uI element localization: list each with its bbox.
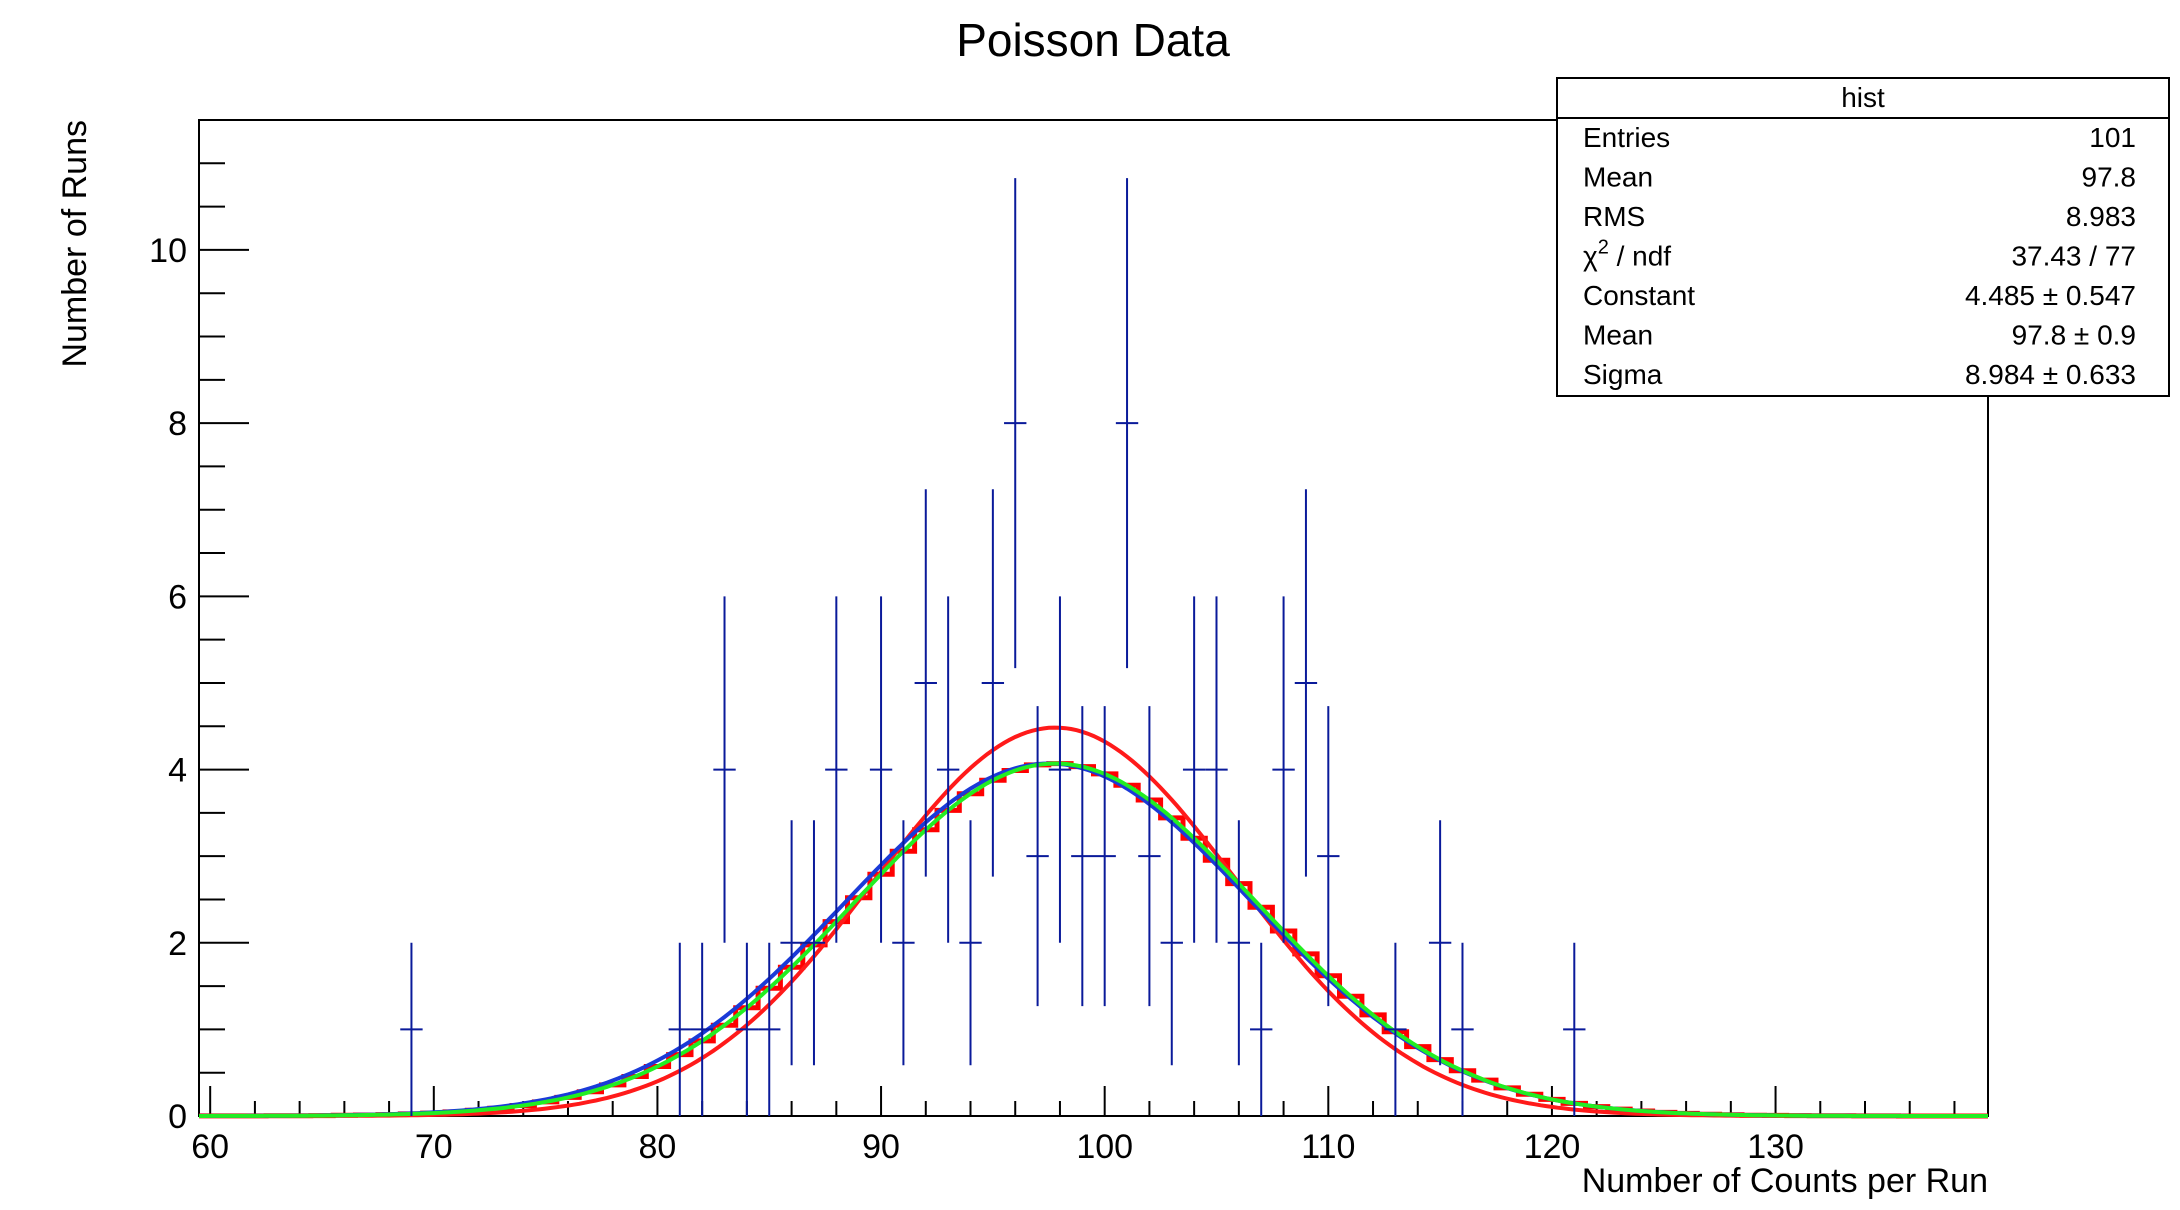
stats-box-frame <box>1556 77 2170 397</box>
x-tick-label: 60 <box>191 1128 229 1166</box>
stats-value: 8.983 <box>2066 201 2136 232</box>
stats-value: 37.43 / 77 <box>2011 241 2136 272</box>
x-tick-label: 110 <box>1301 1128 1355 1166</box>
y-tick-label: 8 <box>168 405 187 443</box>
fit-curve-red <box>199 725 1988 1118</box>
x-tick-label: 120 <box>1524 1128 1581 1166</box>
stats-label: Sigma <box>1583 359 1663 390</box>
data-point <box>936 596 960 943</box>
data-point <box>713 596 736 943</box>
stats-box: hist Entries 101 Mean 97.8 RMS 8.983 χ2 / ndf 3… <box>1556 77 2170 397</box>
stats-label: RMS <box>1583 201 1645 232</box>
data-point <box>959 820 982 1066</box>
data-point <box>1026 706 1049 1007</box>
data-point <box>869 596 893 943</box>
stats-label: Mean <box>1583 162 1653 193</box>
stats-box-title: hist <box>1841 82 1885 113</box>
data-point <box>1138 706 1161 1007</box>
stats-value: 97.8 <box>2082 162 2137 193</box>
stats-label: Mean <box>1583 320 1653 351</box>
x-axis-label: Number of Counts per Run <box>1582 1162 1988 1200</box>
data-point <box>1071 706 1094 1007</box>
y-tick-label: 4 <box>168 752 187 790</box>
data-point <box>1294 489 1318 877</box>
data-point <box>1048 596 1072 943</box>
data-point <box>981 489 1005 877</box>
data-point <box>1563 942 1586 1116</box>
x-tick-label: 100 <box>1076 1128 1133 1166</box>
x-tick-label: 130 <box>1747 1128 1804 1166</box>
stats-rows: Entries 101 Mean 97.8 RMS 8.983 χ2 / ndf 37.43 … <box>1583 122 2136 390</box>
x-tick-label: 80 <box>639 1128 677 1166</box>
x-tick-label: 70 <box>415 1128 453 1166</box>
data-point <box>690 942 714 1116</box>
fit-curves <box>199 725 1988 1119</box>
data-point <box>1004 178 1027 669</box>
data-point <box>825 596 848 943</box>
y-tick-label: 2 <box>168 925 187 963</box>
y-tick-label: 6 <box>168 578 187 616</box>
y-tick-label: 10 <box>149 232 187 270</box>
data-point <box>1227 820 1251 1066</box>
histogram-steps <box>199 761 1988 1119</box>
chart-title: Poisson Data <box>956 14 1230 66</box>
data-point <box>1160 820 1183 1066</box>
stats-label: χ2 / ndf <box>1583 237 1671 272</box>
stats-value: 4.485 ± 0.547 <box>1965 280 2136 311</box>
data-point <box>1250 942 1273 1116</box>
data-point <box>802 820 826 1066</box>
data-point <box>1384 942 1407 1116</box>
axis-ticks: 60 70 80 90 100 110 120 130 0 2 4 6 8 10 <box>149 162 1956 1166</box>
stats-value: 8.984 ± 0.633 <box>1965 359 2136 390</box>
data-point <box>1115 178 1139 669</box>
data-point <box>780 820 803 1066</box>
fit-curve-green <box>199 761 1988 1118</box>
y-tick-label: 0 <box>168 1098 187 1136</box>
stats-value: 97.8 ± 0.9 <box>2012 320 2136 351</box>
data-points <box>400 178 1586 1116</box>
x-tick-label: 90 <box>862 1128 900 1166</box>
data-point <box>1451 942 1474 1116</box>
data-point <box>668 942 691 1116</box>
data-point <box>400 942 423 1116</box>
data-point <box>1272 596 1295 943</box>
data-point <box>1205 596 1228 943</box>
data-point <box>758 942 781 1116</box>
fit-curve-blue <box>199 761 1988 1118</box>
stats-label: Entries <box>1583 122 1670 153</box>
stats-value: 101 <box>2089 122 2136 153</box>
plot-frame <box>198 119 1989 1117</box>
data-point <box>892 820 915 1066</box>
data-point <box>735 942 759 1116</box>
data-point <box>1428 820 1452 1066</box>
stats-label: Constant <box>1583 280 1695 311</box>
y-axis-label: Number of Runs <box>56 120 94 368</box>
data-point <box>914 489 937 877</box>
data-point <box>1093 706 1116 1007</box>
data-point <box>1317 706 1340 1007</box>
data-point <box>1182 596 1206 943</box>
